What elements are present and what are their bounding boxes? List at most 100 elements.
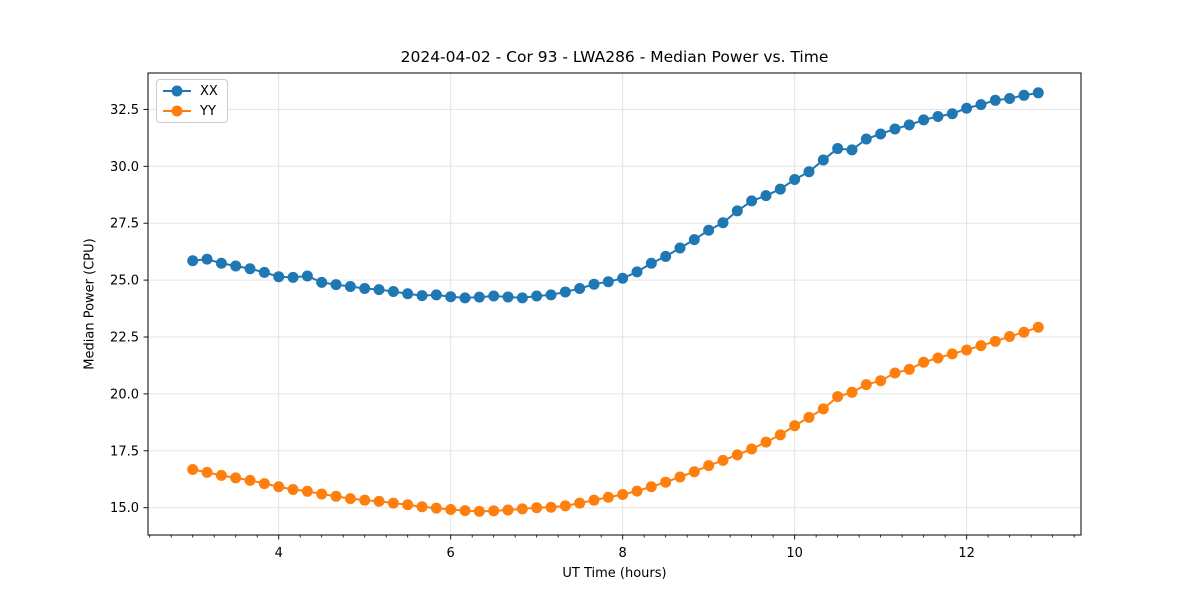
series-XX-point [301,270,313,282]
series-YY-point [459,505,471,517]
series-XX-point [703,224,715,236]
series-YY-point [660,476,672,488]
x-tick-label: 6 [447,546,455,561]
series-YY-point [602,491,614,503]
legend: XX YY [156,79,228,123]
series-XX-point [889,123,901,135]
series-XX-point [832,143,844,155]
series-XX-point [588,278,600,290]
series-XX-point [961,102,973,114]
x-tick-label: 8 [619,546,627,561]
series-YY-point [502,504,514,516]
series-YY-point [244,474,256,486]
series-YY-point [473,505,485,517]
series-XX-point [875,128,887,140]
series-XX-point [803,166,815,178]
series-YY-point [201,466,213,478]
series-XX-point [617,272,629,284]
chart-title: 2024-04-02 - Cor 93 - LWA286 - Median Po… [400,48,829,66]
series-YY-point [932,352,944,364]
series-XX-point [330,279,342,291]
series-YY-point [588,494,600,506]
series-YY-point [301,485,313,497]
series-YY-point [731,449,743,461]
series-YY-point [402,499,414,511]
series-XX-point [459,292,471,304]
series-YY-point [1032,321,1044,333]
series-XX-point [674,242,686,254]
series-XX-point [746,195,758,207]
series-XX-point [903,119,915,131]
series-YY-point [688,466,700,478]
series-YY-point [531,502,543,514]
series-YY-point [416,501,428,513]
series-XX-point [559,286,571,298]
series-XX-point [688,234,700,246]
series-YY-point [445,504,457,516]
series-YY-point [975,340,987,352]
series-XX-point [502,291,514,303]
legend-dot-icon [171,85,183,97]
series-XX-point [602,276,614,288]
series-XX-point [445,291,457,303]
y-axis-label: Median Power (CPU) [82,238,98,370]
series-YY-point [430,502,442,514]
series-XX-point [545,289,557,301]
series-YY-point [961,344,973,356]
series-YY-point [746,443,758,455]
y-tick-label: 15.0 [110,501,139,516]
series-YY-point [803,411,815,423]
series-XX-point [817,154,829,166]
series-YY-line [192,326,1039,513]
series-YY-point [359,494,371,506]
series-XX-point [402,288,414,300]
series-YY-point [488,505,500,517]
series-XX-point [244,263,256,275]
series-YY-point [215,469,227,481]
series-YY-point [789,420,801,432]
series-YY-point [860,379,872,391]
series-YY-point [287,483,299,495]
series-YY-point [875,375,887,387]
series-XX-point [488,290,500,302]
series-XX-point [531,290,543,302]
series-XX-point [273,271,285,283]
legend-label: YY [200,103,216,119]
legend-item-YY: YY [157,101,227,121]
series-YY-point [832,391,844,403]
legend-label: XX [200,83,218,99]
series-XX-point [1004,92,1016,104]
series-YY-point [674,471,686,483]
series-YY-point [617,488,629,500]
series-XX-point [516,292,528,304]
series-XX-point [760,190,772,202]
series-XX-point [774,183,786,195]
series-YY-point [230,472,242,484]
series-XX-point [316,276,328,288]
legend-dot-icon [171,105,183,117]
y-tick-label: 25.0 [110,274,139,289]
series-XX-point [731,205,743,217]
series-YY-point [1004,331,1016,343]
series-YY-point [903,363,915,375]
series-YY-point [760,436,772,448]
series-YY-point [330,490,342,502]
y-tick-label: 32.5 [110,103,139,118]
series-YY-point [344,493,356,505]
series-XX-point [473,291,485,303]
x-axis-label: UT Time (hours) [562,566,667,581]
series-YY-point [817,403,829,415]
legend-line-marker-icon [163,85,191,97]
series-YY-point [1018,326,1030,338]
series-XX-point [187,255,199,267]
series-XX-point [258,266,270,278]
series-YY-point [774,429,786,441]
series-YY-point [989,335,1001,347]
series-XX-point [387,285,399,297]
series-XX-point [344,280,356,292]
series-XX-point [860,133,872,145]
x-tick-label: 10 [786,546,803,561]
series-XX-point [1032,87,1044,99]
